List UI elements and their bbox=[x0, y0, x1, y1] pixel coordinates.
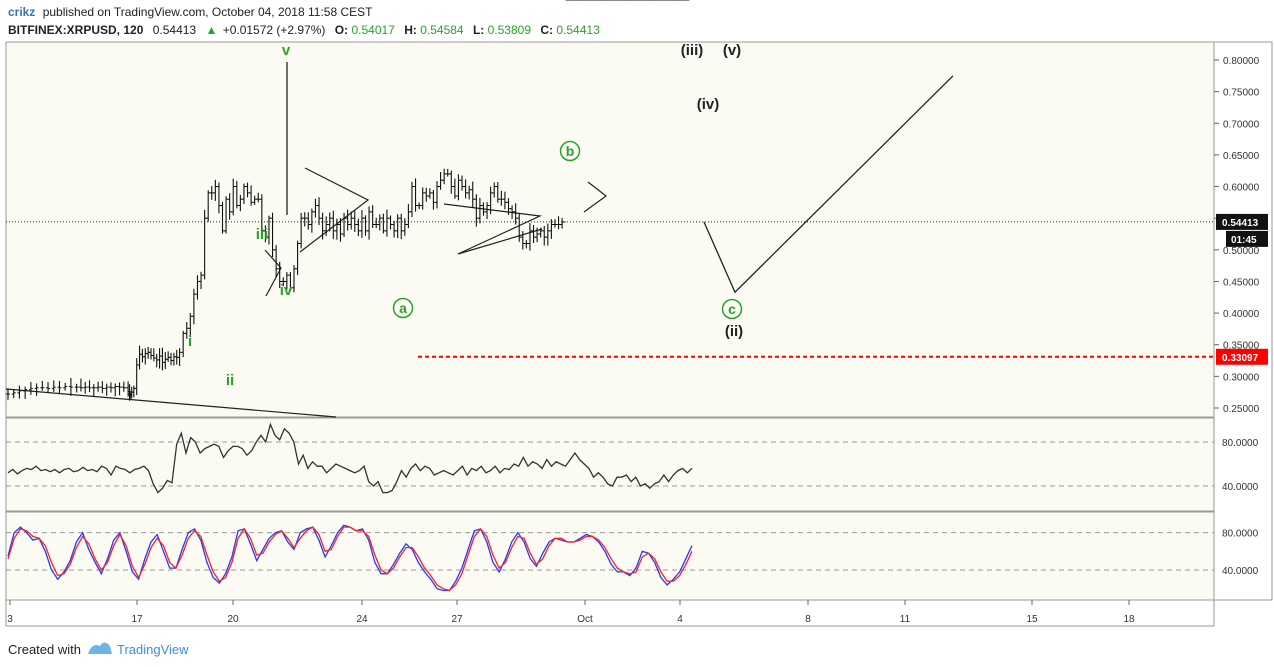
wave-circle-b bbox=[559, 140, 581, 162]
wedge-b bbox=[583, 181, 607, 213]
wave-label-black: (iv) bbox=[697, 96, 720, 113]
indicator-2: 80.0000 40.0000 bbox=[6, 524, 1259, 592]
price-tick-label: 0.70000 bbox=[1223, 119, 1260, 130]
wave-label-a: a bbox=[399, 300, 407, 316]
time-tick-label: Oct bbox=[577, 614, 593, 625]
projection-path bbox=[703, 75, 954, 294]
low-value: 0.53809 bbox=[488, 23, 532, 37]
price-axis[interactable] bbox=[1213, 41, 1273, 601]
indicator-tick-label: 40.0000 bbox=[1222, 482, 1259, 493]
price-tick-label: 0.75000 bbox=[1223, 88, 1260, 99]
close-value: 0.54413 bbox=[556, 23, 600, 37]
wave-label-iii: iii bbox=[256, 226, 269, 243]
indicator-series-line bbox=[7, 422, 693, 494]
wave-projection bbox=[703, 75, 954, 294]
time-tick-label: 18 bbox=[1123, 614, 1135, 625]
wave-label-i: i bbox=[188, 333, 192, 350]
indicator-tick-label: 80.0000 bbox=[1222, 438, 1259, 449]
low-label: L: bbox=[473, 23, 484, 37]
countdown-badge bbox=[1226, 230, 1268, 247]
time-axis-ticks: 3 17 20 24 27 Oct 4 8 11 15 18 bbox=[7, 600, 1135, 625]
wave-label-b: b bbox=[566, 143, 575, 159]
indicator-pane-1[interactable] bbox=[5, 417, 1215, 512]
price-tick-label: 0.80000 bbox=[1223, 56, 1260, 67]
wave-circle-c bbox=[721, 298, 743, 320]
time-tick-label: 3 bbox=[7, 614, 13, 625]
wave-label-c: c bbox=[728, 301, 736, 317]
price-axis-ticks: 0.800000.750000.700000.650000.600000.550… bbox=[1214, 56, 1260, 415]
close-label: C: bbox=[540, 23, 553, 37]
wave-label-ii: ii bbox=[226, 372, 234, 389]
change-text: +0.01572 (+2.97%) bbox=[223, 23, 326, 37]
wave-label-black: (v) bbox=[723, 42, 741, 59]
svg-text:BITFINEX:XRPUSD, 120 0.544: BITFINEX:XRPUSD, 120 0.54413 ▲ +0.01572 … bbox=[8, 23, 600, 37]
last-price-badge-text: 0.54413 bbox=[1222, 218, 1259, 229]
price-tick-label: 0.25000 bbox=[1223, 404, 1260, 415]
time-tick-label: 15 bbox=[1026, 614, 1038, 625]
price-pane[interactable] bbox=[5, 41, 1215, 418]
wedge-iv bbox=[264, 249, 282, 297]
open-label: O: bbox=[335, 23, 348, 37]
triangle-2-lower bbox=[457, 228, 543, 255]
symbol-label: BITFINEX:XRPUSD, 120 bbox=[8, 23, 144, 37]
time-tick-label: 20 bbox=[227, 614, 239, 625]
wave-label-v: v bbox=[282, 42, 291, 59]
target-badge-text: 0.33097 bbox=[1222, 353, 1259, 364]
last-price-text: 0.54413 bbox=[153, 23, 197, 37]
time-tick-label: 4 bbox=[677, 614, 683, 625]
wave-label-black: (ii) bbox=[725, 323, 743, 340]
price-bars bbox=[6, 0, 690, 401]
author-name[interactable]: crikz bbox=[8, 5, 35, 19]
price-tick-label: 0.65000 bbox=[1223, 151, 1260, 162]
svg-text:crikz published on Trading: crikz published on TradingView.com, Octo… bbox=[8, 5, 373, 19]
up-arrow-icon: ▲ bbox=[205, 23, 217, 37]
high-label: H: bbox=[404, 23, 417, 37]
open-value: 0.54017 bbox=[351, 23, 395, 37]
tradingview-logo-icon[interactable] bbox=[88, 642, 112, 655]
support-trendline bbox=[5, 388, 337, 418]
price-tick-label: 0.35000 bbox=[1223, 341, 1260, 352]
time-tick-label: 27 bbox=[451, 614, 463, 625]
time-tick-label: 8 bbox=[805, 614, 811, 625]
price-tick-label: 0.30000 bbox=[1223, 372, 1260, 383]
time-tick-label: 24 bbox=[356, 614, 368, 625]
time-axis[interactable] bbox=[5, 599, 1215, 627]
time-tick-label: 17 bbox=[131, 614, 143, 625]
indicator-series-red bbox=[7, 526, 693, 592]
wave-label-iv: iv bbox=[280, 282, 293, 299]
time-tick-label: 11 bbox=[900, 614, 911, 625]
target-badge bbox=[1216, 348, 1268, 365]
tradingview-brand-link[interactable]: TradingView bbox=[117, 642, 189, 657]
indicator-1: 80.0000 40.0000 bbox=[6, 422, 1259, 494]
last-price-badge bbox=[1216, 213, 1268, 230]
price-tick-label: 0.45000 bbox=[1223, 277, 1260, 288]
price-tick-label: 0.40000 bbox=[1223, 309, 1260, 320]
indicator-tick-label: 80.0000 bbox=[1222, 529, 1259, 540]
high-value: 0.54584 bbox=[420, 23, 464, 37]
wave-label-black: (iii) bbox=[681, 42, 704, 59]
published-text: published on TradingView.com, October 04… bbox=[43, 5, 373, 19]
created-with-text: Created with bbox=[8, 642, 81, 657]
countdown-text: 01:45 bbox=[1231, 235, 1257, 246]
price-tick-label: 0.60000 bbox=[1223, 183, 1260, 194]
price-tick-label: 0.50000 bbox=[1223, 246, 1260, 257]
indicator-tick-label: 40.0000 bbox=[1222, 566, 1259, 577]
wave-circle-a bbox=[392, 297, 414, 319]
price-levels: 0.54413 01:45 0.33097 bbox=[6, 213, 1268, 365]
